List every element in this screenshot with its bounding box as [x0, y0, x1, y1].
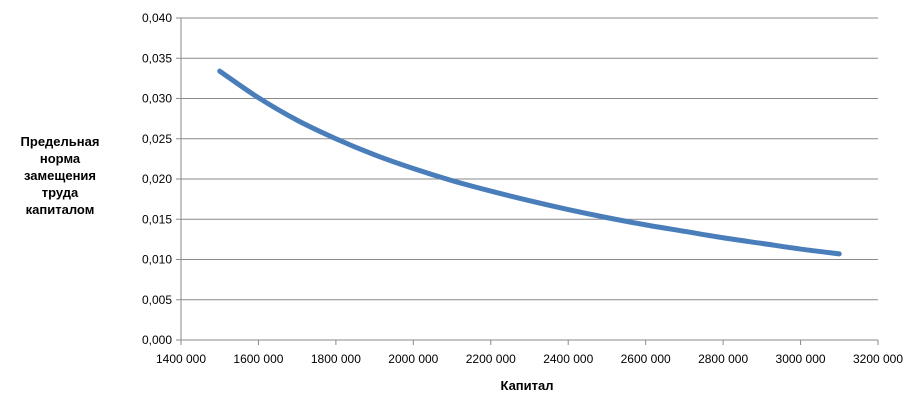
x-axis-title: Капитал [500, 378, 553, 393]
y-tick-label-6: 0,030 [142, 92, 172, 106]
y-tick-label-1: 0,005 [142, 293, 172, 307]
y-tick-label-7: 0,035 [142, 51, 172, 65]
y-tick-label-2: 0,010 [142, 253, 172, 267]
y-axis-title-line-2: замещения [24, 168, 96, 183]
axes [176, 17, 879, 345]
series-layer [217, 68, 842, 257]
x-tick-label-4: 2200 000 [466, 352, 516, 366]
x-tick-label-1: 1600 000 [233, 352, 283, 366]
x-tick-label-3: 2000 000 [388, 352, 438, 366]
x-tick-label-8: 3000 000 [776, 352, 826, 366]
y-axis-title-line-1: норма [40, 151, 81, 166]
x-tick-label-5: 2400 000 [543, 352, 593, 366]
x-tick-label-9: 3200 000 [853, 352, 903, 366]
x-tick-label-0: 1400 000 [156, 352, 206, 366]
y-tick-label-5: 0,025 [142, 132, 172, 146]
y-axis-title-line-4: капиталом [26, 202, 95, 217]
y-axis-title: Предельная норма замещения труда капиталом [21, 134, 100, 217]
series-line-0 [217, 68, 842, 257]
y-tick-label-8: 0,040 [142, 11, 172, 25]
y-axis-title-line-0: Предельная [21, 134, 100, 149]
x-tick-label-7: 2800 000 [698, 352, 748, 366]
y-tick-label-3: 0,015 [142, 212, 172, 226]
x-tick-labels: 1400 000 1600 000 1800 000 2000 000 2200 000… [156, 352, 903, 366]
y-tick-label-0: 0,000 [142, 333, 172, 347]
grid-lines [181, 17, 878, 341]
y-tick-label-4: 0,020 [142, 172, 172, 186]
x-tick-label-6: 2600 000 [621, 352, 671, 366]
y-axis-title-line-3: труда [42, 185, 79, 200]
x-tick-label-2: 1800 000 [311, 352, 361, 366]
y-tick-labels: 0,000 0,005 0,010 0,015 0,020 0,025 0,030 0,035… [142, 11, 172, 347]
